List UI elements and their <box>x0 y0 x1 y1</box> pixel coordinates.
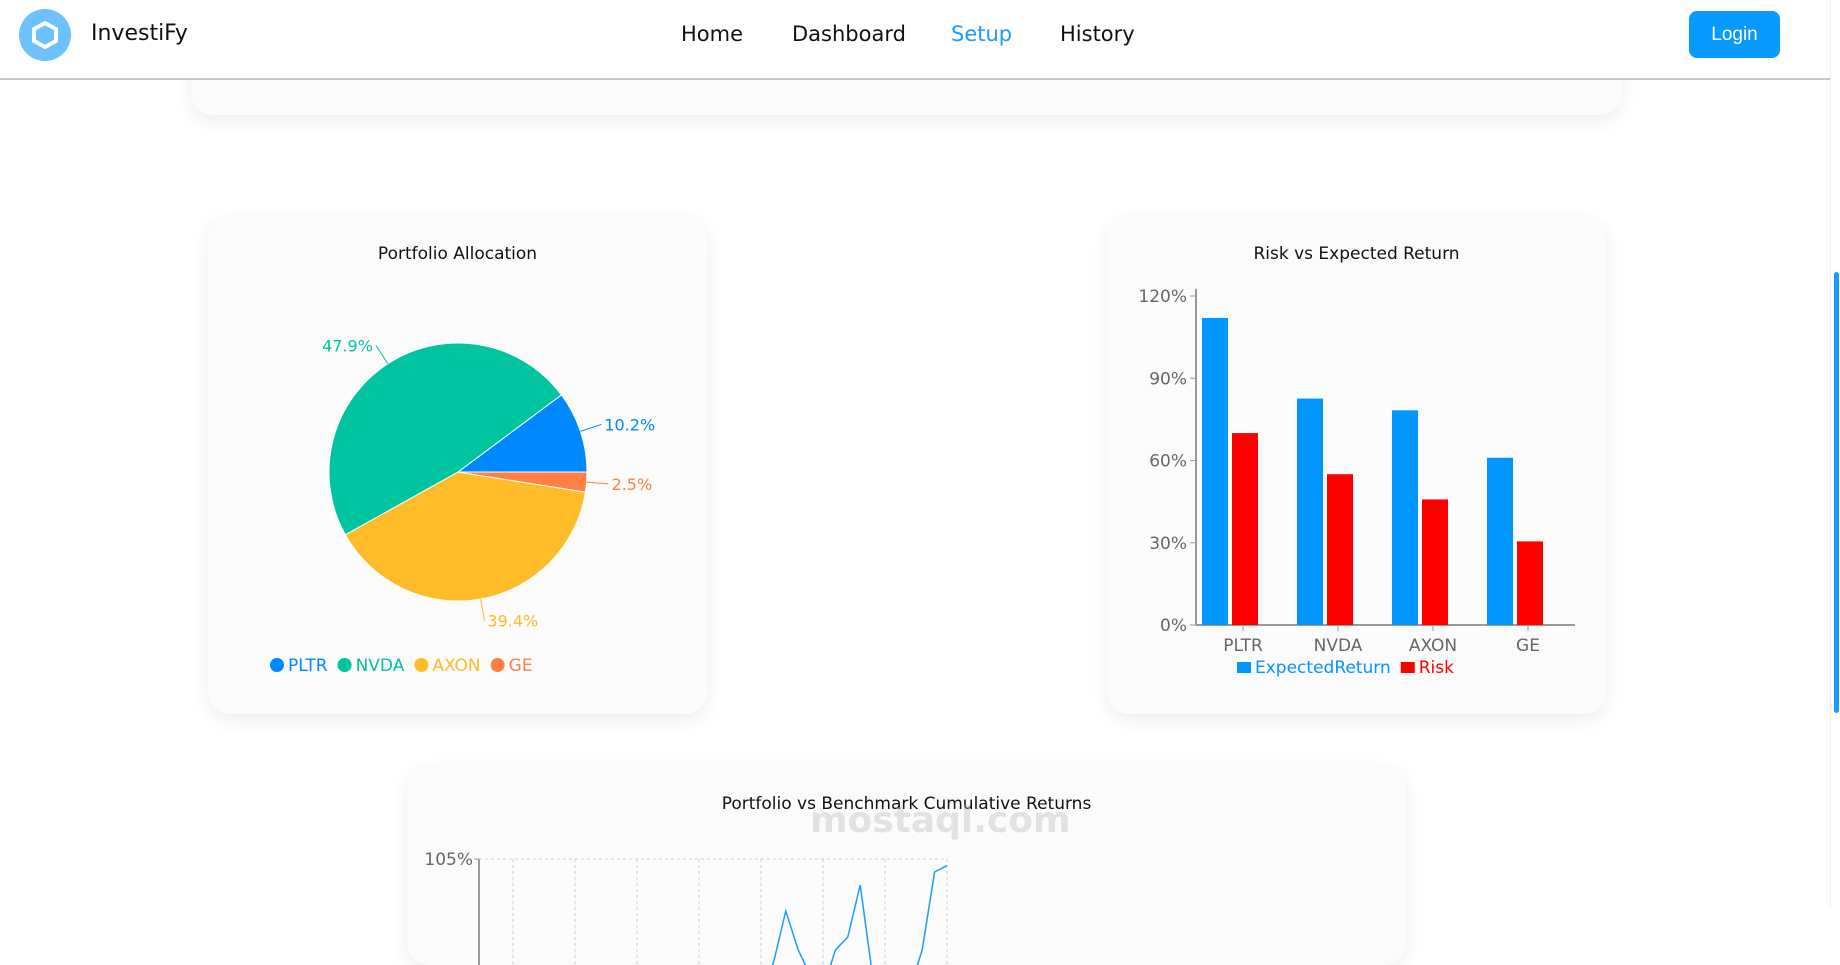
y-tick-label: 90% <box>1149 369 1187 389</box>
legend-dot <box>414 658 428 672</box>
bar-risk-ge <box>1517 541 1543 625</box>
nav-home[interactable]: Home <box>681 22 743 46</box>
scrollbar[interactable] <box>1830 0 1840 907</box>
nav-history[interactable]: History <box>1060 22 1135 46</box>
y-tick-label: 30% <box>1149 534 1187 554</box>
y-tick-label: 60% <box>1149 452 1187 472</box>
label-line <box>587 482 609 484</box>
legend-pltr: PLTR <box>288 656 328 676</box>
legend-dot <box>491 658 505 672</box>
legend-swatch <box>1401 662 1415 673</box>
legend-axon: AXON <box>432 656 480 676</box>
slice-label: 10.2% <box>604 415 655 434</box>
watermark: mostaql.com <box>810 800 1071 841</box>
legend-dot <box>338 658 352 672</box>
slice-label: 39.4% <box>487 612 538 631</box>
y-tick-label: 120% <box>1138 287 1187 307</box>
bar-expectedreturn-axon <box>1392 410 1418 625</box>
cumulative-returns-card: Portfolio vs Benchmark Cumulative Return… <box>407 765 1406 965</box>
slice-label: 47.9% <box>322 336 373 355</box>
line-chart: 105% <box>407 765 1406 965</box>
nav-setup[interactable]: Setup <box>951 22 1012 46</box>
top-navbar: InvestiFy Home Dashboard Setup History L… <box>0 0 1830 80</box>
legend-nvda: NVDA <box>356 656 405 676</box>
bar-expectedreturn-pltr <box>1202 318 1228 625</box>
bar-chart: 0% 30% 60% 90% 120% PLTR NVDA AXON GE ExpectedRet… <box>1107 215 1606 714</box>
legend-expectedreturn: ExpectedReturn <box>1255 658 1391 678</box>
label-line <box>376 345 388 363</box>
login-button[interactable]: Login <box>1689 11 1780 58</box>
portfolio-allocation-card: Portfolio Allocation 10.2%47.9%39.4%2.5%… <box>208 215 707 714</box>
bar-expectedreturn-nvda <box>1297 399 1323 625</box>
y-tick-label: 0% <box>1160 616 1187 636</box>
nav-dashboard[interactable]: Dashboard <box>792 22 906 46</box>
label-line <box>481 599 485 621</box>
legend-swatch <box>1237 662 1251 673</box>
bar-risk-nvda <box>1327 474 1353 625</box>
x-tick-label: AXON <box>1409 636 1457 656</box>
legend-dot <box>270 658 284 672</box>
legend-risk: Risk <box>1419 658 1454 678</box>
x-tick-label: GE <box>1516 636 1540 656</box>
label-line <box>580 424 601 431</box>
risk-return-card: Risk vs Expected Return 0%30%60%90%120%P… <box>1107 215 1606 714</box>
legend-ge: GE <box>509 656 533 676</box>
scrollbar-thumb[interactable] <box>1834 272 1839 713</box>
slice-label: 2.5% <box>612 475 653 494</box>
brand-name[interactable]: InvestiFy <box>91 21 188 46</box>
bar-risk-axon <box>1422 499 1448 625</box>
logo-icon[interactable] <box>19 9 71 61</box>
pie-chart: 10.2% 47.9% 39.4% 2.5% PLTR NVDA AXON GE <box>208 215 707 714</box>
y-tick-label: 105% <box>424 850 473 870</box>
bar-risk-pltr <box>1232 433 1258 625</box>
bar-expectedreturn-ge <box>1487 458 1513 625</box>
x-tick-label: NVDA <box>1314 636 1363 656</box>
x-tick-label: PLTR <box>1223 636 1263 656</box>
